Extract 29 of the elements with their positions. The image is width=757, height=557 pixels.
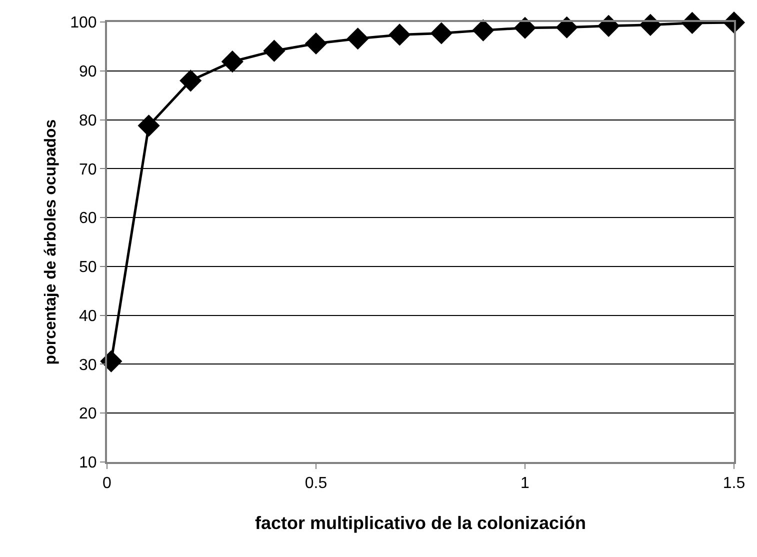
point [138, 114, 160, 137]
x-tick-label: 0.5 [304, 475, 328, 492]
point [100, 350, 122, 372]
y-axis-title: porcentaje de árboles ocupados [42, 119, 60, 365]
point [430, 22, 452, 44]
point [388, 24, 411, 46]
x-tick-label: 1.5 [722, 475, 746, 492]
x-tick-label: 1 [520, 475, 530, 492]
x-tick-label: 0 [102, 475, 112, 492]
y-tick-label: 20 [79, 406, 97, 423]
y-tick-label: 100 [70, 14, 97, 32]
y-tick-label: 80 [79, 112, 97, 130]
point [346, 28, 369, 50]
y-tick-label: 10 [79, 454, 97, 472]
point [263, 40, 286, 62]
point [472, 19, 494, 42]
point [598, 14, 620, 37]
y-tick-label: 60 [79, 210, 97, 228]
y-tick-label: 70 [79, 161, 97, 178]
point [221, 50, 244, 73]
point [514, 16, 536, 39]
point [304, 32, 328, 55]
y-tick-label: 90 [79, 63, 97, 80]
y-tick-label: 50 [79, 259, 97, 276]
x-axis-title: factor multiplicativo de la colonización [254, 512, 586, 533]
point [556, 16, 578, 38]
y-tick-label: 40 [79, 308, 97, 325]
point [180, 70, 202, 92]
y-tick-label: 30 [79, 356, 97, 374]
